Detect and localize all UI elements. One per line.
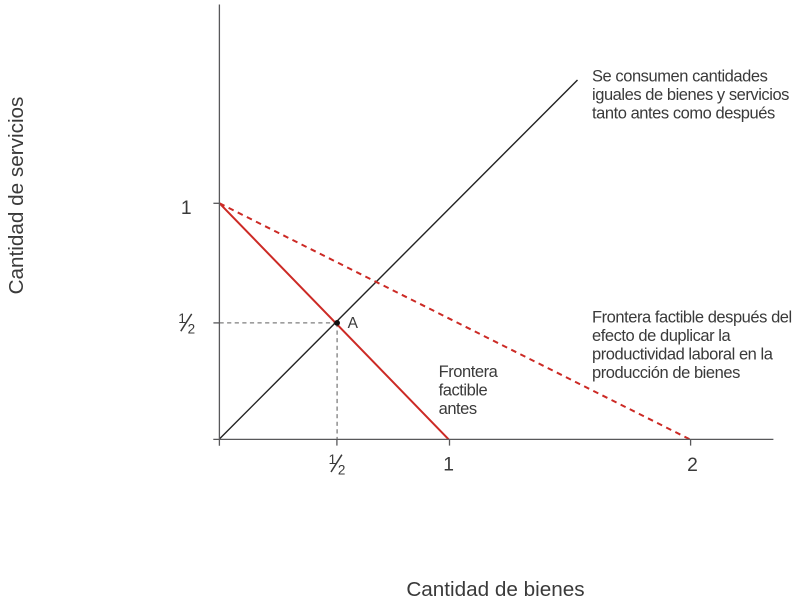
- svg-text:1: 1: [181, 198, 192, 219]
- svg-text:A: A: [348, 315, 359, 332]
- svg-text:producción de bienes: producción de bienes: [592, 364, 740, 382]
- svg-text:productividad laboral en la: productividad laboral en la: [592, 346, 774, 364]
- svg-text:Cantidad de servicios: Cantidad de servicios: [5, 97, 28, 295]
- svg-text:1: 1: [178, 310, 186, 326]
- svg-text:factible: factible: [439, 382, 488, 400]
- svg-text:iguales de bienes y servicios: iguales de bienes y servicios: [592, 86, 789, 104]
- svg-text:2: 2: [687, 455, 698, 476]
- svg-text:Frontera factible después del: Frontera factible después del: [592, 309, 792, 327]
- svg-text:Frontera: Frontera: [439, 363, 499, 381]
- svg-text:1: 1: [329, 451, 337, 467]
- svg-text:1: 1: [443, 455, 454, 476]
- svg-text:2: 2: [188, 322, 196, 337]
- svg-text:Se consumen cantidades: Se consumen cantidades: [592, 68, 768, 86]
- svg-text:2: 2: [338, 463, 346, 478]
- svg-text:efecto de duplicar la: efecto de duplicar la: [592, 327, 732, 345]
- svg-text:antes: antes: [439, 400, 477, 418]
- svg-text:tanto antes como después: tanto antes como después: [592, 105, 775, 123]
- svg-text:Cantidad de bienes: Cantidad de bienes: [406, 578, 584, 601]
